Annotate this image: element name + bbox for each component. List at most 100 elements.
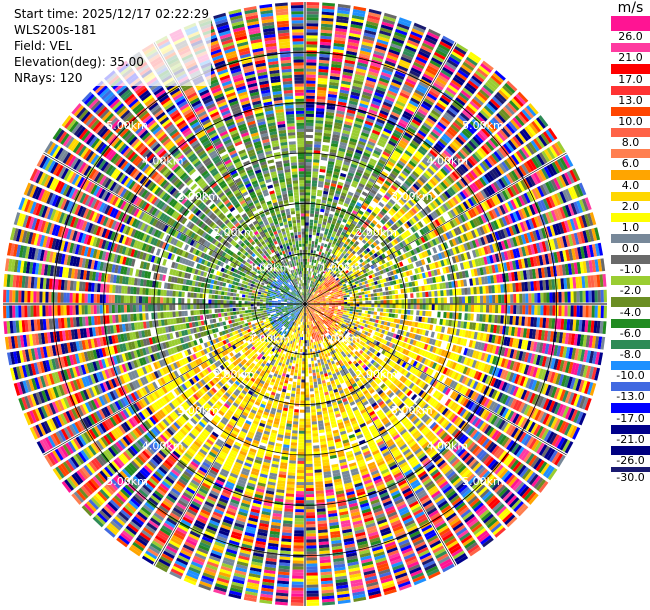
velocity-gate xyxy=(307,252,311,256)
velocity-gate xyxy=(336,12,350,18)
velocity-gate xyxy=(325,111,335,116)
velocity-gate xyxy=(353,123,362,129)
velocity-gate xyxy=(344,287,349,291)
velocity-gate xyxy=(310,246,314,251)
velocity-gate xyxy=(430,331,435,338)
velocity-gate xyxy=(328,255,332,260)
velocity-gate xyxy=(497,284,501,293)
velocity-gate xyxy=(320,205,326,210)
velocity-gate xyxy=(336,107,346,112)
velocity-gate xyxy=(311,277,314,281)
velocity-gate xyxy=(306,29,318,33)
velocity-gate xyxy=(399,157,408,165)
velocity-gate xyxy=(364,313,368,317)
velocity-gate xyxy=(344,155,352,161)
velocity-gate xyxy=(337,257,341,262)
velocity-gate xyxy=(373,94,383,101)
velocity-gate xyxy=(308,292,311,296)
velocity-gate xyxy=(326,254,330,259)
velocity-gate xyxy=(378,33,391,40)
velocity-gate xyxy=(424,37,437,45)
velocity-gate xyxy=(400,137,410,144)
velocity-gate xyxy=(338,98,348,103)
velocity-gate xyxy=(306,44,318,48)
velocity-gate xyxy=(422,73,434,82)
velocity-gate xyxy=(331,306,336,309)
velocity-gate xyxy=(305,291,307,295)
velocity-gate xyxy=(354,73,365,80)
velocity-gate xyxy=(437,74,449,83)
velocity-gate xyxy=(594,305,598,318)
velocity-gate xyxy=(552,305,556,316)
velocity-gate xyxy=(335,264,340,268)
velocity-gate xyxy=(323,273,327,278)
velocity-gate xyxy=(307,295,310,299)
velocity-gate xyxy=(346,194,353,199)
velocity-gate xyxy=(455,97,466,107)
velocity-gate xyxy=(343,183,350,189)
velocity-gate xyxy=(310,280,313,284)
velocity-gate xyxy=(411,94,422,103)
velocity-gate xyxy=(313,222,318,227)
velocity-gate xyxy=(318,174,325,179)
velocity-gate xyxy=(319,44,331,49)
velocity-gate xyxy=(325,206,331,211)
velocity-gate xyxy=(417,148,426,156)
velocity-gate xyxy=(408,160,417,168)
velocity-gate xyxy=(305,204,310,208)
velocity-gate xyxy=(345,252,350,257)
velocity-gate xyxy=(305,288,307,292)
velocity-gate xyxy=(394,103,405,110)
velocity-gate xyxy=(425,304,429,310)
velocity-gate xyxy=(396,23,410,30)
velocity-gate xyxy=(319,346,323,350)
velocity-gate xyxy=(537,305,541,316)
velocity-gate xyxy=(350,223,356,228)
velocity-gate xyxy=(386,177,394,184)
velocity-gate xyxy=(356,146,364,152)
velocity-gate xyxy=(318,285,322,289)
velocity-gate xyxy=(353,287,358,291)
velocity-gate xyxy=(347,172,355,177)
velocity-gate xyxy=(460,89,472,99)
velocity-gate xyxy=(330,183,337,188)
velocity-gate xyxy=(451,101,462,111)
velocity-gate xyxy=(305,219,309,223)
velocity-gate xyxy=(432,246,438,254)
velocity-gate xyxy=(395,309,399,314)
velocity-gate xyxy=(395,100,406,108)
velocity-gate xyxy=(305,186,311,190)
velocity-gate xyxy=(443,304,447,311)
velocity-gate xyxy=(392,76,404,83)
velocity-gate xyxy=(305,258,308,262)
velocity-gate xyxy=(316,279,319,284)
velocity-gate xyxy=(306,62,317,66)
velocity-gate xyxy=(392,37,405,45)
velocity-gate xyxy=(371,211,377,217)
velocity-gate xyxy=(451,51,464,61)
velocity-gate xyxy=(313,153,320,157)
velocity-gate xyxy=(382,101,393,108)
velocity-gate xyxy=(384,60,396,67)
velocity-gate xyxy=(343,161,350,166)
velocity-gate xyxy=(335,190,341,195)
velocity-gate xyxy=(394,165,402,172)
velocity-gate xyxy=(337,3,351,9)
velocity-gate xyxy=(393,34,406,42)
velocity-gate xyxy=(333,196,339,201)
velocity-gate xyxy=(323,234,328,238)
velocity-gate xyxy=(398,187,406,194)
velocity-gate xyxy=(321,224,326,229)
velocity-gate xyxy=(329,259,333,264)
velocity-gate xyxy=(343,236,348,241)
velocity-gate xyxy=(370,311,375,315)
velocity-gate xyxy=(335,249,340,254)
velocity-gate xyxy=(458,312,462,320)
velocity-gate xyxy=(346,149,354,155)
velocity-gate xyxy=(309,293,313,297)
velocity-gate xyxy=(415,150,424,158)
velocity-gate xyxy=(313,275,316,279)
velocity-gate xyxy=(320,38,332,43)
velocity-gate xyxy=(376,118,386,125)
velocity-gate xyxy=(389,187,396,194)
